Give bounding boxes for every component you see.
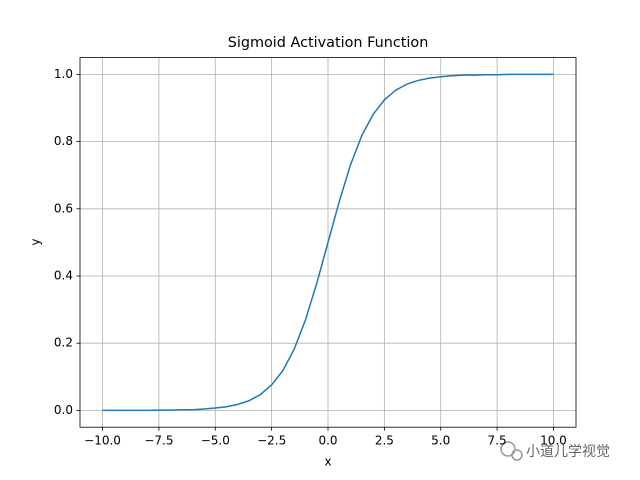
y-tick-label: 0.4 [54,269,73,283]
y-tick-label: 1.0 [54,67,73,81]
x-tick-label: 7.5 [488,434,507,448]
line-series [102,73,554,412]
watermark: 小道儿学视觉 [526,444,610,460]
x-tick-label: 5.0 [431,434,450,448]
x-tick-label: −2.5 [257,434,286,448]
y-tick-label: 0.6 [54,201,73,215]
axes-frame [79,57,577,428]
x-tick-label: 10.0 [540,434,567,448]
x-tick-label: 0.0 [318,434,337,448]
y-tick-label: 0.8 [54,134,73,148]
y-tick-label: 0.0 [54,403,73,417]
x-tick-label: −10.0 [84,434,121,448]
watermark-icon [500,441,523,461]
y-axis-label: y [29,238,43,245]
x-tick-label: 2.5 [375,434,394,448]
chart-title: Sigmoid Activation Function [228,35,429,51]
x-tick-label: −5.0 [201,434,230,448]
x-axis-label: x [324,455,331,469]
x-tick-label: −7.5 [144,434,173,448]
y-tick-label: 0.2 [54,336,73,350]
